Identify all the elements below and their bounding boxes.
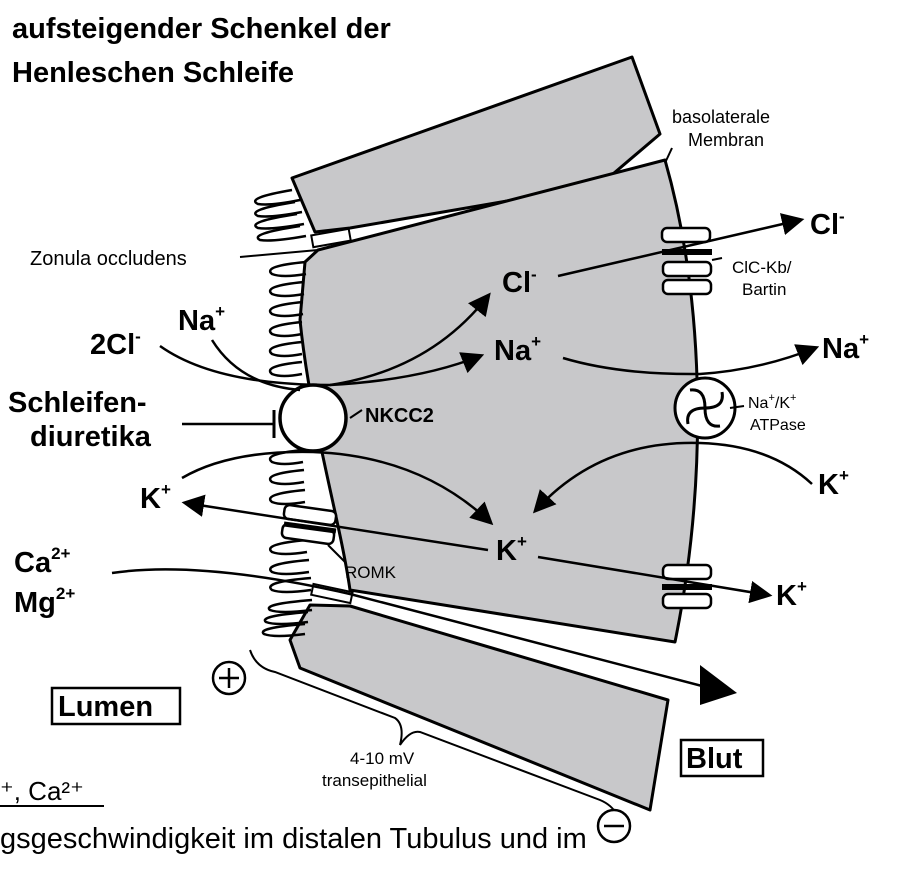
schleifen-label-1: Schleifen- — [8, 387, 147, 419]
na-in-label: Na+ — [494, 332, 541, 367]
na-exit-arrow — [562, 344, 820, 376]
k-curve-from-blood — [532, 441, 813, 514]
microvilli-lower — [261, 598, 313, 638]
title-line2: Henleschen Schleife — [12, 57, 294, 89]
k-blood-label: K+ — [818, 466, 849, 501]
blut-label: Blut — [686, 743, 743, 775]
voltage-label-2: transepithelial — [322, 771, 427, 790]
cl-exit-arrow — [557, 213, 805, 278]
minus-sign-icon — [596, 808, 632, 844]
k-curve-from-lumen — [181, 450, 494, 526]
blut-box — [679, 738, 765, 778]
k-lumen-label: K+ — [140, 480, 171, 515]
k-to-lumen-arrow — [181, 494, 489, 552]
zonula-label: Zonula occludens — [30, 248, 187, 270]
k-out-label: K+ — [776, 577, 807, 612]
title-line1: aufsteigender Schenkel der — [12, 13, 391, 45]
clc-label-1: ClC-Kb/ — [732, 258, 792, 277]
nkcc2-label: NKCC2 — [365, 405, 434, 427]
mg-label: Mg2+ — [14, 584, 75, 619]
ca-label: Ca2+ — [14, 544, 71, 579]
clc-kb-channel — [660, 226, 713, 296]
na-lumen-label: Na+ — [178, 302, 225, 337]
romk-pointer — [327, 544, 346, 563]
twocl-label: 2Cl- — [90, 327, 141, 361]
clc-label-2: Bartin — [742, 280, 786, 299]
na-out-label: Na+ — [822, 330, 869, 365]
voltage-label-1: 4-10 mV — [350, 749, 415, 768]
plus-sign-icon — [211, 660, 247, 696]
basolateral-label-1: basolaterale — [672, 107, 770, 127]
ca-mg-paracellular-arrow — [111, 568, 730, 699]
nkcc2-transporter — [278, 383, 348, 453]
bottom-line-text: gsgeschwindigkeit im distalen Tubulus un… — [0, 823, 587, 855]
romk-channel — [280, 503, 338, 546]
voltage-brace — [249, 649, 618, 816]
k-exit-arrow — [537, 555, 773, 604]
tight-junction-upper — [310, 227, 352, 249]
cl-in-label: Cl- — [502, 265, 537, 299]
na-into-cell-arrow — [329, 352, 485, 387]
schleifen-label-2: diuretika — [30, 421, 152, 453]
atpase-label-1: Na+/K+ — [748, 392, 796, 412]
k-channel-basolateral — [661, 563, 713, 610]
k-in-label: K+ — [496, 532, 527, 567]
basolateral-label-2: Membran — [688, 130, 764, 150]
microvilli-upper — [254, 188, 307, 242]
na-k-atpase-pump — [673, 376, 737, 440]
lumen-box — [50, 686, 182, 726]
lumen-label: Lumen — [58, 691, 153, 723]
na-lumen-curve — [210, 339, 301, 392]
cl-out-label: Cl- — [810, 207, 845, 241]
clc-pointer — [711, 257, 723, 261]
lower-cell — [288, 603, 670, 812]
atpase-label-2: ATPase — [750, 417, 806, 434]
romk-label: ROMK — [345, 563, 397, 582]
zonula-pointer — [239, 249, 319, 258]
atpase-pointer — [729, 405, 745, 409]
nkcc2-pointer — [349, 409, 363, 419]
basolateral-pointer — [664, 147, 673, 164]
paracellular-big-arrowhead — [700, 665, 737, 705]
bottom-fragment-text: ⁺, Ca²⁺ — [0, 776, 84, 806]
